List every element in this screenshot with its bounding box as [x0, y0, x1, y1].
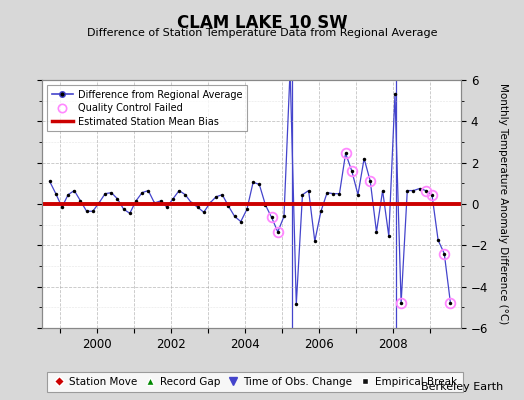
Y-axis label: Monthly Temperature Anomaly Difference (°C): Monthly Temperature Anomaly Difference (…	[498, 83, 508, 325]
Text: Berkeley Earth: Berkeley Earth	[421, 382, 503, 392]
Text: Difference of Station Temperature Data from Regional Average: Difference of Station Temperature Data f…	[87, 28, 437, 38]
Text: CLAM LAKE 10 SW: CLAM LAKE 10 SW	[177, 14, 347, 32]
Legend: Station Move, Record Gap, Time of Obs. Change, Empirical Break: Station Move, Record Gap, Time of Obs. C…	[47, 372, 463, 392]
